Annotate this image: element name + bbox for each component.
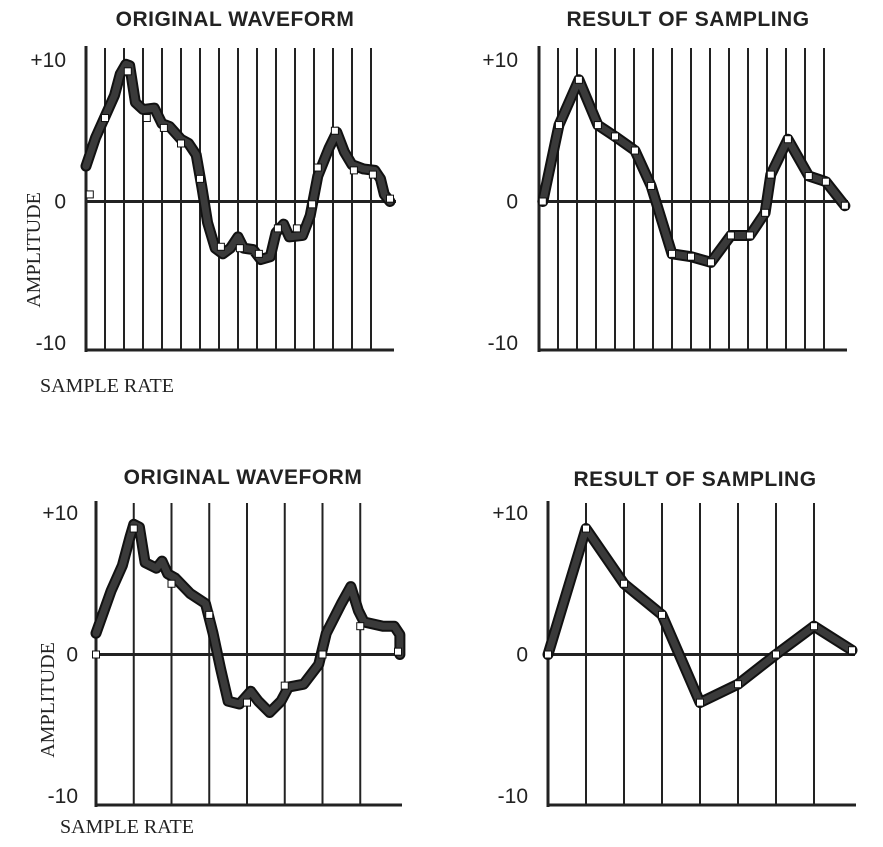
sample-point	[243, 698, 251, 707]
sample-point	[205, 610, 214, 619]
y-tick-label: +10	[492, 502, 528, 525]
sample-point	[593, 121, 602, 130]
sample-point	[280, 681, 289, 690]
y-tick-label: +10	[30, 49, 66, 72]
sample-point	[330, 126, 339, 135]
sample-point	[554, 121, 563, 130]
chart-bottom-left: ORIGINAL WAVEFORM AMPLITUDE SAMPLE RATE …	[37, 466, 406, 838]
sample-point	[159, 123, 168, 132]
sampled-line	[539, 76, 849, 266]
sample-point	[783, 135, 792, 144]
sample-point	[123, 67, 132, 76]
sample-point	[696, 698, 704, 707]
chart-bottom-right: RESULT OF SAMPLING +10 0 -10	[492, 468, 858, 808]
sample-point	[308, 200, 317, 209]
waveform-line	[82, 60, 394, 264]
y-tick-label: 0	[66, 644, 78, 667]
chart-title: ORIGINAL WAVEFORM	[116, 8, 355, 31]
sample-point	[574, 75, 583, 84]
sample-point	[318, 650, 327, 659]
y-tick-label: -10	[488, 332, 518, 355]
sample-point	[620, 579, 628, 588]
sample-point	[772, 650, 780, 659]
chart-title: RESULT OF SAMPLING	[566, 8, 809, 31]
y-tick-label: +10	[42, 502, 78, 525]
x-axis-label: SAMPLE RATE	[60, 816, 194, 838]
sample-point	[273, 224, 282, 233]
sample-point	[544, 650, 552, 659]
sample-point	[761, 208, 770, 217]
sample-point	[394, 647, 402, 656]
sample-point	[292, 224, 301, 233]
sample-point	[726, 231, 735, 240]
sample-point	[129, 524, 138, 533]
sample-point	[313, 163, 322, 172]
sample-point	[92, 650, 100, 659]
y-axis-label: AMPLITUDE	[23, 192, 45, 308]
sample-point	[368, 170, 377, 179]
y-tick-label: -10	[48, 785, 78, 808]
sample-point	[840, 201, 849, 210]
sample-point	[216, 242, 225, 251]
sample-point	[386, 194, 394, 203]
sample-point	[848, 646, 856, 655]
sample-point	[766, 170, 775, 179]
sample-point	[582, 524, 590, 533]
sample-point	[647, 181, 656, 190]
y-tick-label: +10	[482, 49, 518, 72]
sample-point	[349, 166, 358, 175]
sample-point	[687, 252, 695, 261]
sample-point	[804, 172, 813, 181]
y-tick-label: -10	[36, 332, 66, 355]
sample-point	[235, 244, 244, 253]
y-axis-label: AMPLITUDE	[37, 642, 59, 758]
sample-point	[254, 249, 263, 258]
sample-point	[101, 114, 109, 123]
sample-point	[745, 231, 754, 240]
chart-title: RESULT OF SAMPLING	[573, 468, 816, 491]
sample-point	[810, 622, 818, 631]
sample-point	[538, 197, 547, 206]
y-tick-label: -10	[498, 785, 528, 808]
sample-point	[658, 610, 666, 619]
sample-point	[821, 177, 830, 186]
chart-top-left: ORIGINAL WAVEFORM AMPLITUDE SAMPLE RATE …	[23, 8, 396, 397]
sample-point	[611, 132, 619, 141]
x-axis-label: SAMPLE RATE	[40, 375, 174, 397]
y-tick-label: 0	[506, 191, 518, 214]
sample-point	[142, 114, 151, 123]
sample-point	[734, 680, 742, 689]
sample-point	[356, 622, 365, 631]
sample-point	[630, 146, 639, 155]
sample-point	[668, 249, 676, 258]
sample-point	[706, 258, 715, 267]
chart-title: ORIGINAL WAVEFORM	[124, 466, 363, 489]
sample-point	[167, 579, 176, 588]
sample-point	[177, 139, 185, 148]
sample-point	[85, 190, 94, 199]
y-tick-label: 0	[516, 644, 528, 667]
chart-top-right: RESULT OF SAMPLING +10 0 -10	[482, 8, 851, 355]
y-tick-label: 0	[54, 191, 66, 214]
sample-point	[196, 174, 204, 183]
